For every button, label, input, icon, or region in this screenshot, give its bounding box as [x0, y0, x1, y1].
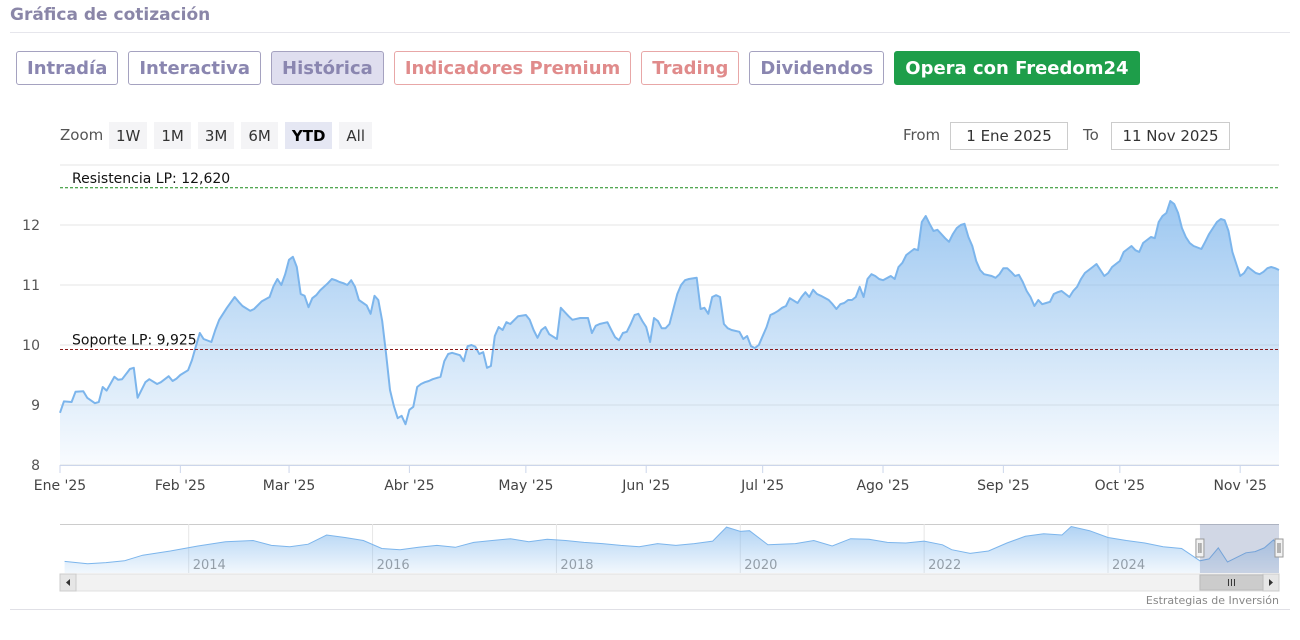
y-tick-label: 8	[31, 458, 40, 474]
tab-interactiva[interactable]: Interactiva	[128, 51, 262, 85]
zoom-label: Zoom	[60, 126, 104, 144]
zoom-all-button[interactable]: All	[339, 122, 373, 149]
credits-link[interactable]: Estrategias de Inversión	[1145, 594, 1279, 607]
range-from-input[interactable]: 1 Ene 2025	[950, 122, 1068, 150]
x-tick-label: Abr '25	[384, 478, 434, 494]
range-from-label: From	[903, 126, 941, 144]
resistance-label: Resistencia LP: 12,620	[72, 171, 230, 187]
bottom-divider	[10, 609, 1290, 610]
x-tick-label: Sep '25	[977, 478, 1030, 494]
navigator-line	[64, 525, 1280, 565]
x-tick-label: May '25	[498, 478, 553, 494]
x-tick-label: Jun '25	[621, 478, 670, 494]
navigator-left-handle[interactable]	[1195, 538, 1205, 558]
x-tick-label: Ene '25	[34, 478, 86, 494]
chart-tabs: Intradía Interactiva Histórica Indicador…	[16, 51, 1140, 85]
x-tick-label: Feb '25	[155, 478, 206, 494]
tab-indicadores-premium[interactable]: Indicadores Premium	[393, 51, 632, 85]
tab-historica[interactable]: Histórica	[271, 51, 384, 85]
zoom-1m-button[interactable]: 1M	[154, 122, 191, 149]
navigator-right-handle[interactable]	[1274, 538, 1284, 558]
zoom-3m-button[interactable]: 3M	[197, 122, 235, 149]
tab-dividendos[interactable]: Dividendos	[749, 51, 885, 85]
zoom-ytd-button[interactable]: YTD	[284, 122, 333, 149]
x-tick-label: Mar '25	[263, 478, 316, 494]
tab-trading[interactable]: Trading	[641, 51, 740, 85]
scrollbar-track[interactable]	[59, 573, 1280, 592]
x-tick-label: Nov '25	[1213, 478, 1266, 494]
chart-section-title: Gráfica de cotización	[10, 5, 211, 25]
zoom-1w-button[interactable]: 1W	[109, 122, 148, 149]
zoom-buttons: 1W 1M 3M 6M YTD All	[109, 122, 373, 149]
opera-freedom24-button[interactable]: Opera con Freedom24	[894, 51, 1140, 85]
y-tick-label: 9	[31, 398, 40, 414]
y-tick-label: 12	[22, 218, 40, 234]
arrow-right-icon	[1269, 579, 1273, 586]
x-tick-label: Jul '25	[740, 478, 784, 494]
tab-intradia[interactable]: Intradía	[16, 51, 119, 85]
x-tick-label: Oct '25	[1095, 478, 1145, 494]
x-tick-label: Ago '25	[856, 478, 909, 494]
range-to-label: To	[1083, 126, 1099, 144]
navigator-area	[64, 526, 1280, 573]
support-label: Soporte LP: 9,925	[72, 333, 197, 349]
arrow-left-icon	[66, 579, 70, 586]
price-area-fill	[60, 201, 1279, 465]
navigator-selection[interactable]	[1199, 524, 1279, 573]
zoom-6m-button[interactable]: 6M	[241, 122, 278, 149]
y-tick-label: 11	[22, 278, 40, 294]
title-divider	[10, 32, 1290, 33]
range-to-input[interactable]: 11 Nov 2025	[1111, 122, 1230, 150]
price-line	[59, 200, 1280, 426]
y-tick-label: 10	[22, 338, 40, 354]
